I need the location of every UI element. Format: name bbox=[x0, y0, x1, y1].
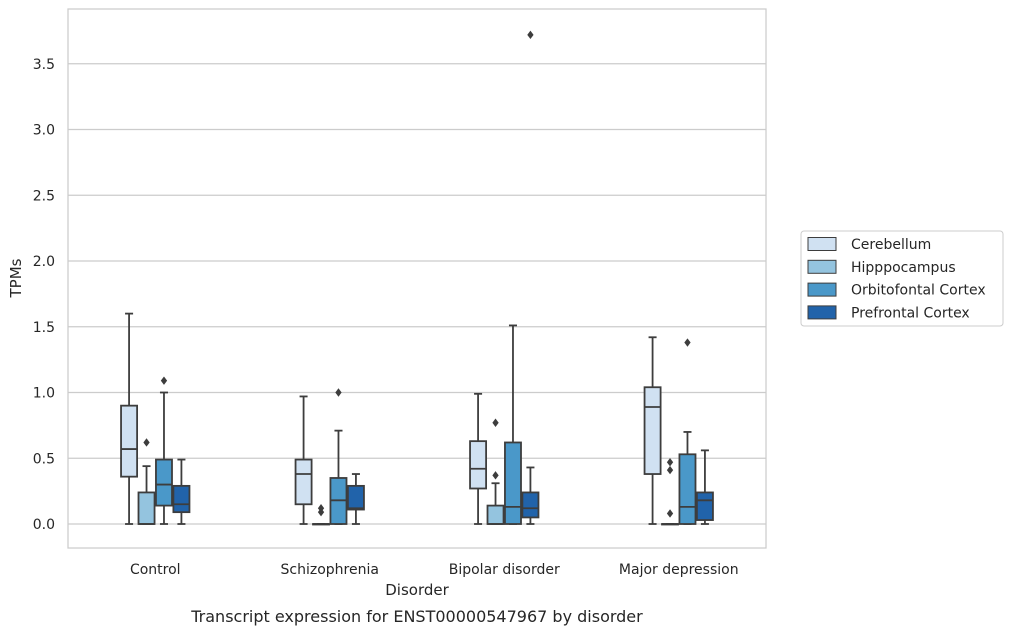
box bbox=[643, 386, 662, 475]
chart-caption: Transcript expression for ENST0000054796… bbox=[190, 607, 643, 626]
legend-label: Cerebellum bbox=[851, 237, 931, 253]
y-axis-label: TPMs bbox=[7, 258, 25, 298]
box-plot-item bbox=[312, 504, 330, 526]
box bbox=[137, 491, 156, 525]
outlier-point bbox=[335, 388, 342, 397]
outlier-point bbox=[143, 438, 150, 447]
y-tick-label: 0.5 bbox=[33, 451, 55, 467]
x-tick-label: Schizophrenia bbox=[281, 562, 379, 578]
box bbox=[346, 484, 365, 511]
box-plot-item bbox=[137, 438, 156, 525]
plot-frame bbox=[67, 8, 767, 549]
box-plot-item bbox=[329, 388, 348, 525]
y-tick-label: 2.0 bbox=[33, 254, 55, 270]
legend-swatch bbox=[807, 259, 837, 274]
box bbox=[486, 504, 505, 525]
x-axis-label: Disorder bbox=[385, 581, 449, 599]
outlier-point bbox=[492, 471, 499, 480]
x-tick-label: Major depression bbox=[619, 562, 739, 578]
legend-label: Prefrontal Cortex bbox=[851, 305, 970, 321]
y-tick-label: 1.5 bbox=[33, 320, 55, 336]
legend-swatch bbox=[807, 305, 837, 320]
legend-label: Hipppocampus bbox=[851, 260, 956, 276]
outlier-point bbox=[666, 465, 674, 475]
box-plot-item bbox=[346, 473, 365, 525]
box-plot-marks bbox=[120, 30, 714, 526]
box bbox=[695, 491, 714, 521]
x-tick-label: Control bbox=[130, 562, 181, 578]
legend-swatch bbox=[807, 282, 837, 297]
y-tick-label: 0.0 bbox=[33, 517, 55, 533]
outlier-point bbox=[492, 418, 499, 427]
box bbox=[521, 491, 540, 519]
x-axis-ticks: Control Schizophrenia Bipolar disorder Majo… bbox=[130, 562, 739, 578]
box-plot-item bbox=[469, 392, 488, 525]
box bbox=[294, 458, 313, 506]
box-plot-item bbox=[486, 418, 505, 525]
x-tick-label: Bipolar disorder bbox=[449, 562, 560, 578]
box-plot-item bbox=[155, 376, 173, 525]
legend-swatch bbox=[807, 237, 837, 251]
outlier-point bbox=[666, 509, 674, 518]
box-plot-item bbox=[172, 458, 191, 525]
y-tick-label: 3.0 bbox=[33, 123, 55, 139]
y-tick-label: 3.5 bbox=[33, 57, 55, 73]
outlier-point bbox=[317, 504, 325, 513]
box bbox=[678, 453, 697, 525]
box-plot-item bbox=[120, 312, 139, 525]
box bbox=[504, 441, 522, 525]
gridlines bbox=[68, 63, 766, 525]
y-axis-ticks: 0.0 0.5 1.0 1.5 2.0 2.5 3.0 3.5 bbox=[33, 57, 55, 533]
box-plot-item bbox=[661, 457, 679, 526]
box bbox=[120, 404, 139, 478]
box bbox=[172, 484, 191, 514]
outlier-point bbox=[666, 457, 674, 467]
y-tick-label: 1.0 bbox=[33, 386, 55, 402]
box-plot-item bbox=[678, 338, 697, 525]
legend-box bbox=[800, 230, 1004, 327]
outlier-point bbox=[160, 376, 168, 385]
box-plot-item bbox=[521, 30, 540, 525]
box-plot-item bbox=[504, 324, 522, 525]
legend-label: Orbitofontal Cortex bbox=[851, 283, 986, 299]
legend: Cerebellum Hipppocampus Orbitofontal Corte… bbox=[800, 230, 1004, 327]
box-plot-item bbox=[294, 395, 313, 525]
box-plot-item bbox=[643, 336, 662, 525]
box bbox=[155, 458, 173, 507]
box-plot-item bbox=[695, 449, 714, 525]
outlier-point bbox=[684, 338, 691, 347]
y-tick-label: 2.5 bbox=[33, 188, 55, 204]
box bbox=[469, 440, 488, 490]
outlier-point bbox=[527, 30, 534, 40]
